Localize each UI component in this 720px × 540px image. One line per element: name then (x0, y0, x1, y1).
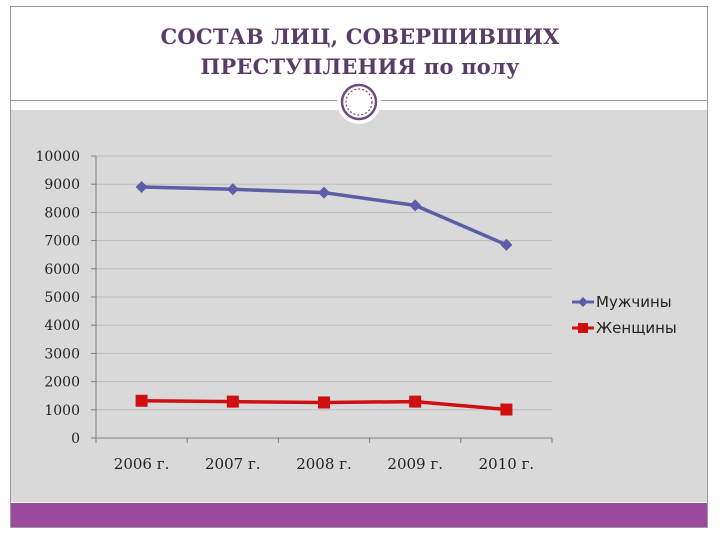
y-tick-label: 2000 (44, 375, 80, 391)
x-tick-label: 2008 г. (296, 455, 352, 473)
legend-women-marker-icon (572, 323, 594, 333)
title-line-2: ПРЕСТУПЛЕНИЯ по полу (200, 54, 520, 79)
y-tick-label: 0 (71, 431, 80, 447)
data-point-men (135, 181, 148, 194)
y-tick-label: 7000 (44, 234, 80, 250)
x-tick-label: 2010 г. (479, 455, 535, 473)
chart-legend: Мужчины Женщины (572, 289, 702, 341)
data-point-women (318, 396, 330, 409)
data-point-women (226, 395, 239, 408)
data-point-men (318, 186, 330, 199)
legend-men-marker-icon (572, 297, 594, 307)
data-point-men (409, 199, 422, 212)
y-tick-label: 8000 (44, 205, 80, 221)
x-tick-label: 2007 г. (205, 455, 261, 473)
legend-item-men: Мужчины (572, 289, 702, 315)
data-point-men (500, 238, 513, 251)
legend-label-men: Мужчины (596, 293, 672, 311)
y-tick-label: 9000 (44, 177, 80, 193)
y-tick-label: 1000 (44, 403, 80, 419)
y-tick-label: 4000 (44, 318, 80, 334)
slide-title: СОСТАВ ЛИЦ, СОВЕРШИВШИХ ПРЕСТУПЛЕНИЯ по … (40, 22, 680, 82)
title-line-1: СОСТАВ ЛИЦ, СОВЕРШИВШИХ (160, 24, 560, 49)
y-tick-label: 3000 (44, 346, 80, 362)
legend-label-women: Женщины (596, 319, 677, 337)
bottom-accent-bar (11, 503, 707, 527)
ring-ornament-icon (337, 80, 381, 124)
y-tick-label: 5000 (44, 290, 80, 306)
y-tick-label: 10000 (35, 149, 80, 165)
x-tick-label: 2009 г. (387, 455, 443, 473)
data-point-men (226, 183, 239, 196)
legend-item-women: Женщины (572, 315, 702, 341)
data-point-women (409, 395, 422, 408)
y-tick-label: 6000 (44, 262, 80, 278)
x-tick-label: 2006 г. (114, 455, 170, 473)
data-point-women (135, 394, 148, 407)
chart-panel (11, 110, 707, 502)
data-point-women (500, 403, 513, 416)
